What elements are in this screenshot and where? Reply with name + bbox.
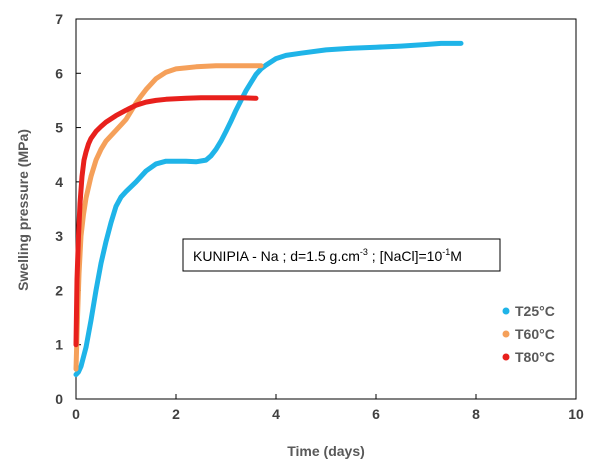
y-tick-label: 1 (55, 337, 63, 353)
legend-marker (502, 330, 510, 338)
y-tick-label: 7 (55, 11, 63, 27)
annotation-sup2: -1 (442, 247, 450, 257)
legend-marker (502, 307, 510, 315)
annotation-text: KUNIPIA - Na ; d=1.5 g.cm-3 ; [NaCl]=10-… (193, 247, 462, 264)
legend-marker (502, 353, 510, 361)
y-tick-label: 2 (55, 282, 63, 298)
y-axis-title: Swelling pressure (MPa) (15, 129, 31, 291)
series-layer (73, 40, 464, 378)
x-tick-label: 6 (372, 406, 380, 422)
series-line-T60°C (73, 63, 264, 372)
x-tick-label: 8 (472, 406, 480, 422)
legend-label: T60°C (515, 326, 555, 342)
series-line-T25°C (73, 40, 464, 378)
x-tick-label: 4 (272, 406, 280, 422)
plot-area (75, 18, 577, 400)
legend-label: T80°C (515, 349, 555, 365)
x-axis-ticks: 0 2 4 6 8 10 (72, 394, 584, 422)
plot-frame (75, 18, 577, 400)
y-tick-label: 5 (55, 120, 63, 136)
y-tick-label: 4 (55, 174, 63, 190)
legend: T25°C T60°C T80°C (502, 303, 555, 365)
x-tick-label: 0 (72, 406, 80, 422)
annotation-box: KUNIPIA - Na ; d=1.5 g.cm-3 ; [NaCl]=10-… (182, 238, 501, 272)
annotation-middle: ; [NaCl]=10 (368, 248, 443, 264)
annotation-suffix: M (450, 248, 462, 264)
legend-label: T25°C (515, 303, 555, 319)
series-line-T80°C (73, 95, 259, 348)
y-tick-label: 3 (55, 228, 63, 244)
y-axis-ticks: 0 1 2 3 4 5 6 7 (55, 11, 81, 407)
y-tick-label: 0 (55, 391, 63, 407)
annotation-sup1: -3 (360, 247, 368, 257)
x-tick-label: 2 (172, 406, 180, 422)
x-axis-title: Time (days) (287, 443, 365, 459)
x-tick-label: 10 (568, 406, 584, 422)
annotation-prefix: KUNIPIA - Na ; d=1.5 g.cm (193, 248, 360, 264)
y-tick-label: 6 (55, 65, 63, 81)
